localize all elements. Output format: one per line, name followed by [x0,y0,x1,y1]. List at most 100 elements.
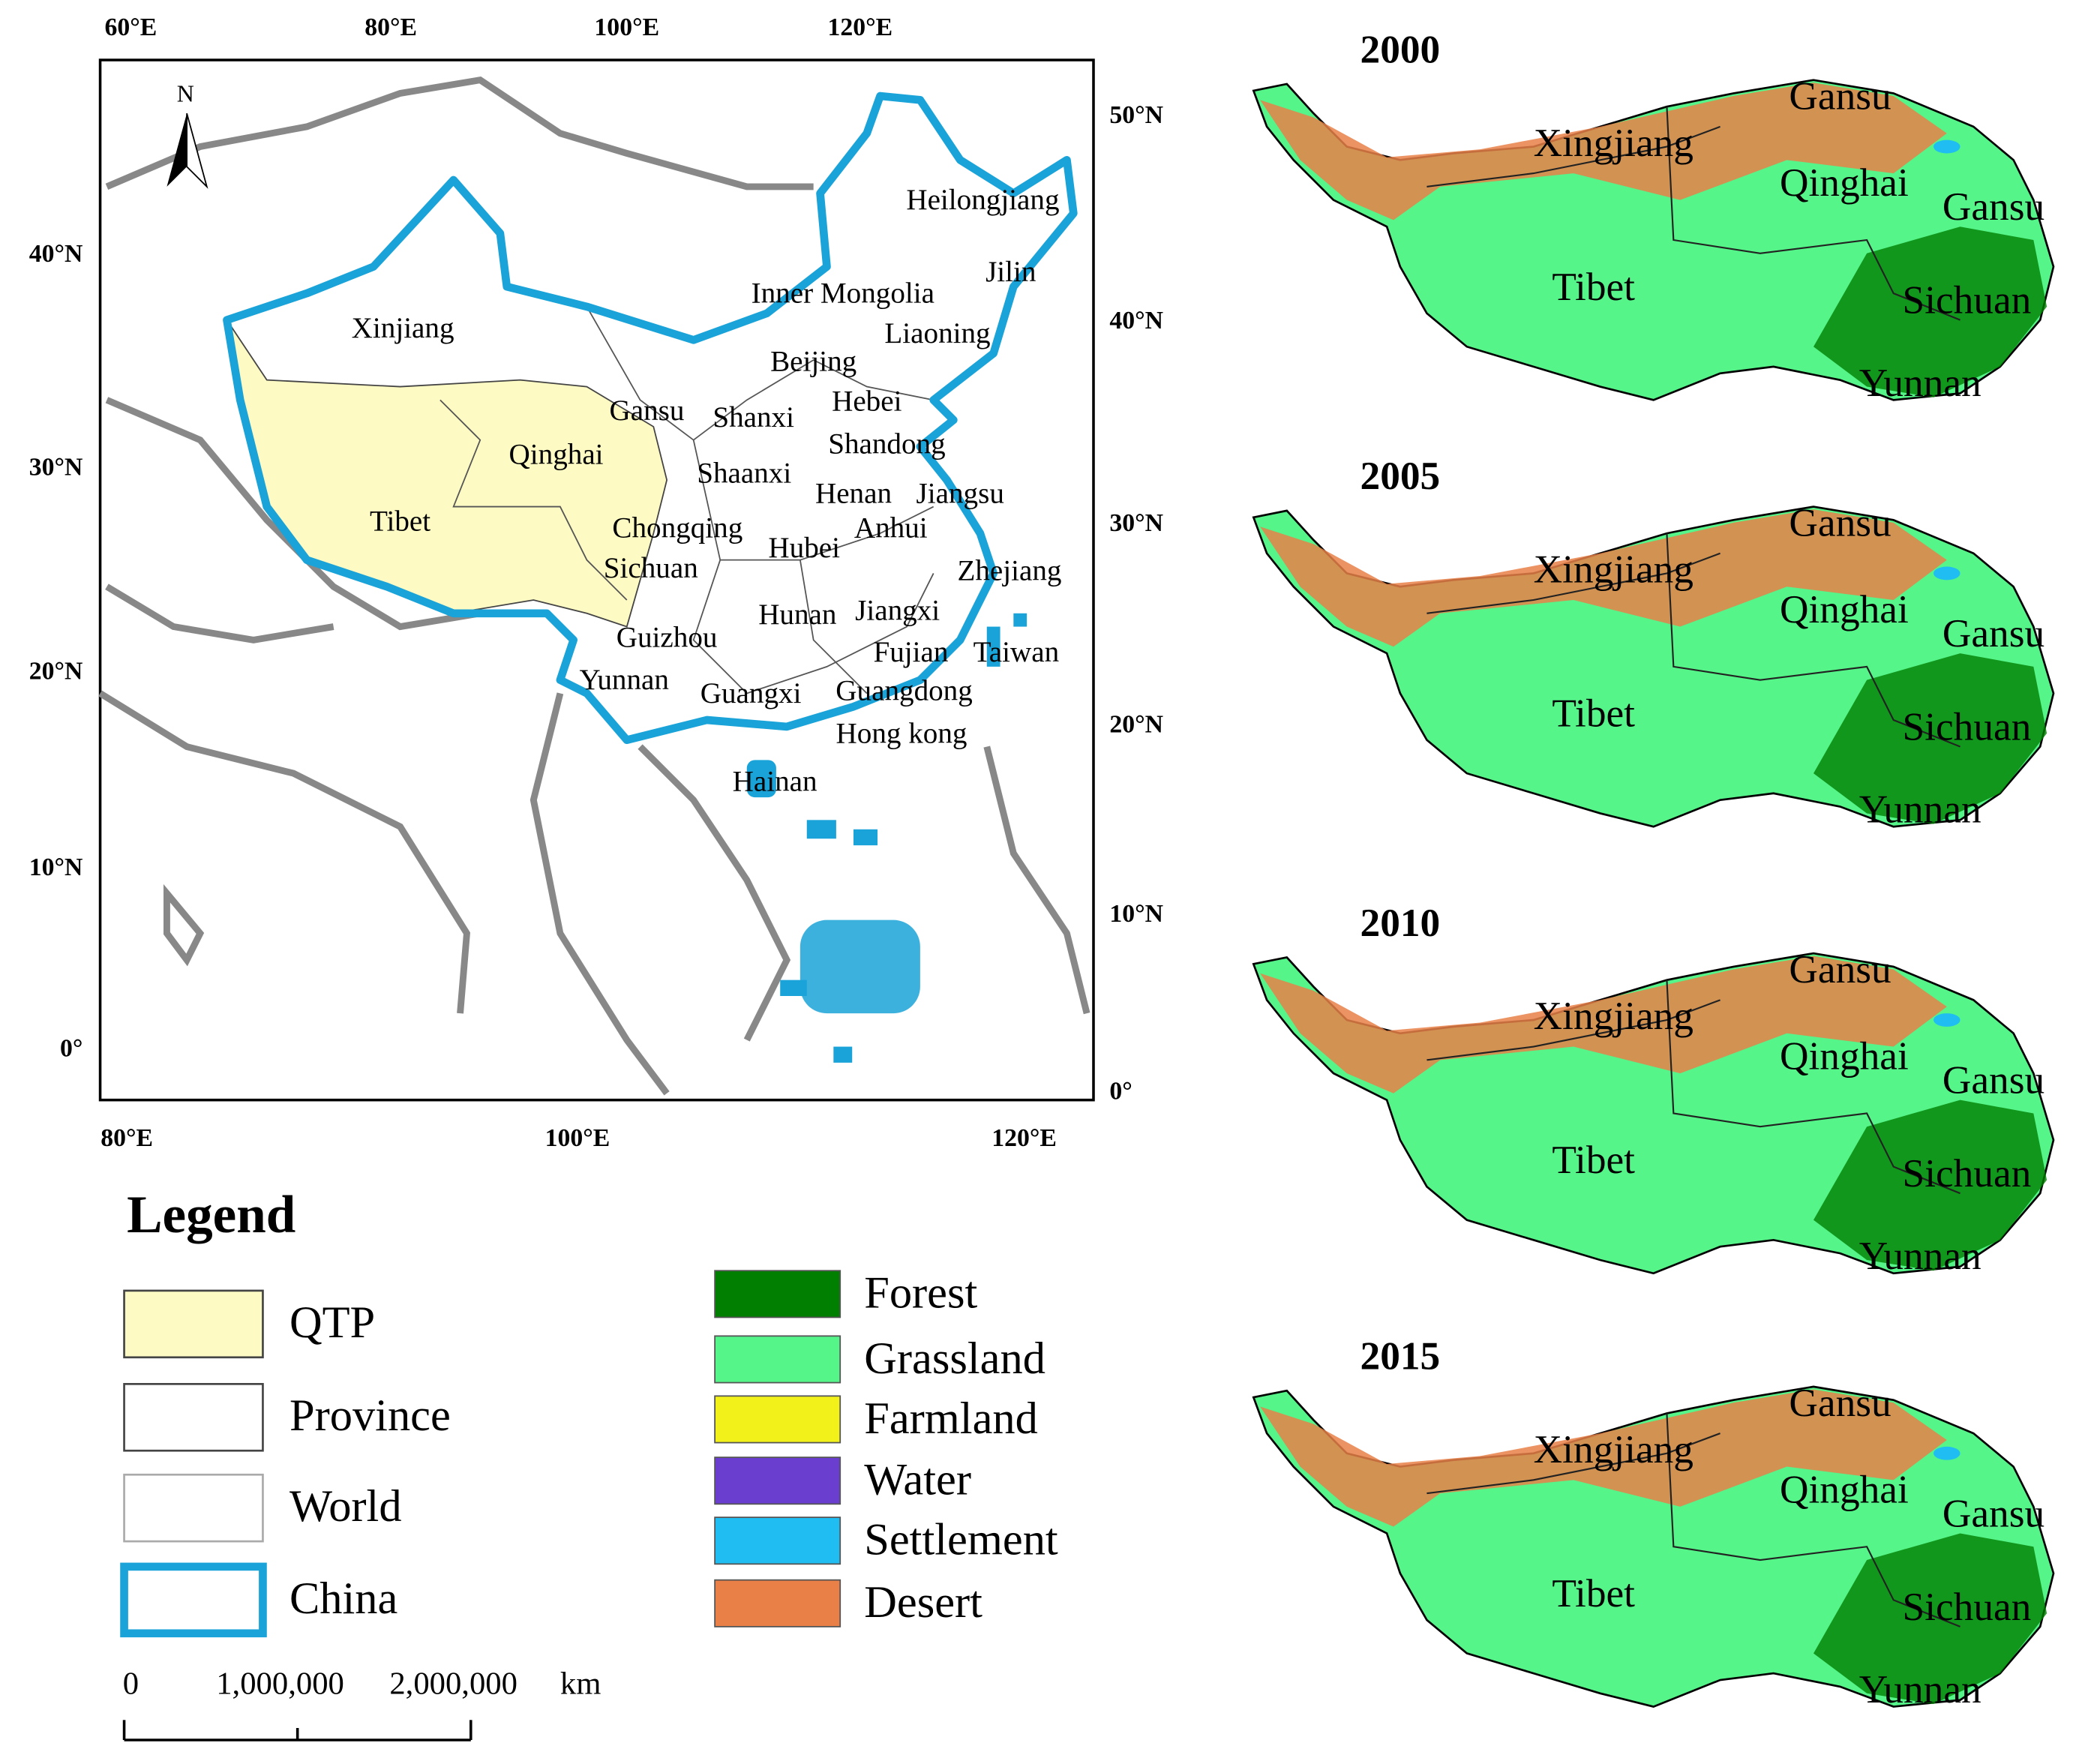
panel-label: Sichuan [1903,278,2032,322]
legend-label: World [290,1481,402,1532]
panel-label: Xingjiang [1534,547,1694,592]
china-outline [223,92,1078,744]
landcover-label: Settlement [864,1515,1058,1565]
landcover-swatch [714,1395,842,1444]
legend-swatch [123,1289,264,1359]
bottom-tick-label: 100°E [545,1124,610,1152]
scale-label: 1,000,000 [216,1666,344,1702]
panel-label: Yunnan [1859,360,1982,405]
province-label: Hunan [758,598,836,631]
panel-label: Tibet [1552,1570,1635,1616]
province-label: Guangxi [700,677,802,710]
right-tick-label: 10°N [1109,900,1163,928]
legend-swatch [123,1473,264,1543]
top-tick-label: 100°E [594,14,659,41]
panel-label: Gansu [1789,74,1891,118]
province-label: Liaoning [884,317,990,350]
legend-label: China [290,1574,398,1624]
panel-label: Gansu [1942,1058,2044,1102]
panel-label: Xingjiang [1534,993,1694,1038]
province-label: Beijing [770,345,856,377]
top-tick-label: 60°E [105,14,158,41]
left-tick-label: 30°N [29,454,83,482]
province-label: Jiangxi [855,595,940,627]
panel-label: Yunnan [1859,1666,1982,1712]
province-label: Xinjiang [352,312,454,344]
panel-water [1934,140,1960,154]
panel-year: 2005 [1360,453,1441,498]
province-label: Heilongjiang [906,184,1059,216]
province-label: Taiwan [974,636,1060,668]
panel-year: 2015 [1360,1334,1441,1378]
panel-label: Sichuan [1903,704,2032,748]
north-label: N [177,80,194,106]
province-label: Anhui [854,512,928,544]
panel-label: Tibet [1552,691,1635,736]
panel-label: Gansu [1942,610,2044,656]
top-tick-label: 120°E [828,14,893,41]
panel-boundary [1426,106,1960,321]
province-label: Tibet [370,506,430,538]
province-label: Hainan [733,765,818,797]
province-label: Yunnan [579,664,669,696]
legend-label: QTP [290,1298,375,1348]
province-label: Qinghai [509,439,604,471]
panel-water [1934,1013,1960,1027]
left-tick-label: 20°N [29,658,83,686]
province-label: Shaanxi [697,458,791,490]
world-borders [98,76,1090,1096]
panel-year: 2010 [1360,900,1441,945]
panel-label: Gansu [1789,946,1891,992]
panel-label: Xingjiang [1534,1426,1694,1472]
bottom-tick-label: 80°E [100,1124,153,1152]
panel-water [1934,566,1960,580]
landcover-swatch [714,1270,842,1318]
bottom-tick-label: 120°E [992,1124,1057,1152]
panel-forest [1814,1533,2048,1704]
right-tick-label: 50°N [1109,101,1163,129]
left-tick-label: 0° [60,1035,82,1063]
panel-label: Qinghai [1780,586,1909,632]
landcover-label: Grassland [864,1334,1046,1384]
panel-label: Qinghai [1780,1034,1909,1078]
province-label: Fujian [873,636,948,668]
right-tick-label: 0° [1109,1078,1132,1106]
province-label: Chongqing [612,512,742,544]
province-label: Zhejiang [957,554,1061,586]
scale-label: 0 [123,1666,139,1702]
province-label: Guangdong [836,674,973,706]
north-arrow [166,112,208,189]
province-label: Shanxi [712,401,794,434]
panel-label: Yunnan [1859,1233,1982,1278]
panel-label: Gansu [1942,184,2044,229]
panel-label: Gansu [1789,500,1891,544]
scale-label: 2,000,000 [389,1666,518,1702]
left-tick-label: 40°N [29,240,83,268]
scale-label: km [560,1666,602,1702]
landcover-label: Forest [864,1268,977,1318]
legend-swatch [120,1562,267,1638]
province-label: Shandong [828,428,945,460]
qtp-panel: Gansu Xingjiang Qinghai Gansu Tibet Sichuan Yu… [1252,946,2055,1278]
panel-boundary [1426,533,1960,748]
landcover-label: Farmland [864,1394,1038,1444]
panel-forest [1814,653,2048,824]
right-tick-label: 30°N [1109,509,1163,537]
province-label: Hubei [768,532,840,564]
panel-label: Gansu [1789,1380,1891,1425]
right-tick-label: 40°N [1109,307,1163,334]
province-label: Sichuan [604,552,698,584]
legend-label: Province [290,1390,451,1441]
panel-label: Yunnan [1859,787,1982,832]
province-label: Hong kong [836,717,968,749]
landcover-swatch [714,1516,842,1565]
panel-label: Qinghai [1780,160,1909,205]
province-label: Inner Mongolia [752,278,934,310]
landcover-swatch [714,1456,842,1505]
legend-swatch [123,1382,264,1452]
province-label: Guizhou [616,621,718,653]
province-label: Gansu [609,394,684,427]
panel-label: Tibet [1552,1137,1635,1182]
